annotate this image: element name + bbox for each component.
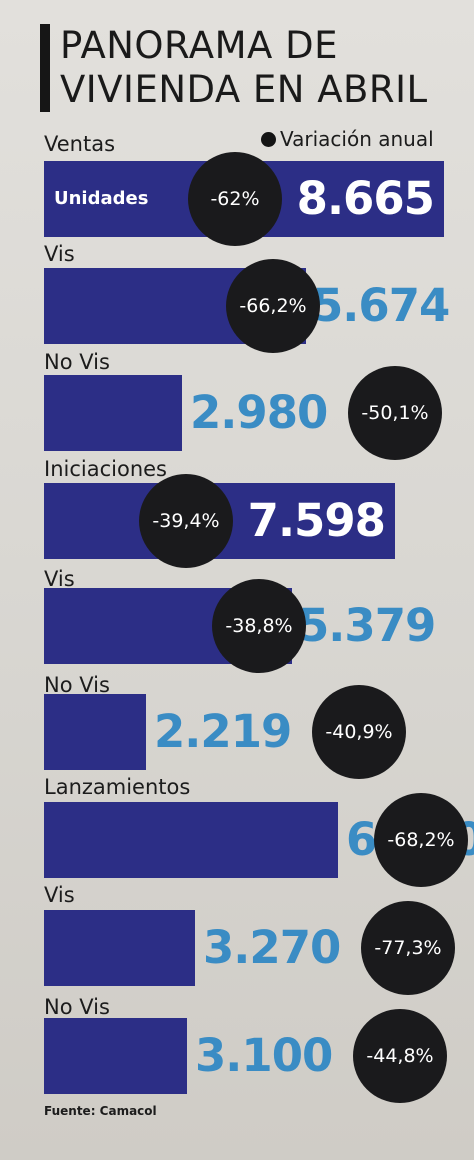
variation-badge: -40,9% xyxy=(312,685,406,779)
category-label: No Vis xyxy=(44,995,110,1019)
legend-label: Variación anual xyxy=(280,127,434,151)
bar xyxy=(44,910,195,986)
variation-badge: -39,4% xyxy=(139,474,233,568)
bar xyxy=(44,1018,187,1094)
value-label: 5.379 xyxy=(298,599,436,652)
value-label: 5.674 xyxy=(312,279,450,332)
bar xyxy=(44,802,338,878)
title-accent-bar xyxy=(40,24,50,112)
value-label: 8.665 xyxy=(296,172,435,225)
category-label: No Vis xyxy=(44,673,110,697)
category-label: Vis xyxy=(44,883,75,907)
source-note: Fuente: Camacol xyxy=(44,1104,157,1118)
variation-badge: -44,8% xyxy=(353,1009,447,1103)
chart-title-line-2: VIVIENDA EN ABRIL xyxy=(60,68,428,111)
category-label: Vis xyxy=(44,242,75,266)
variation-badge: -62% xyxy=(188,152,282,246)
variation-badge: -50,1% xyxy=(348,366,442,460)
chart-title-line-1: PANORAMA DE xyxy=(60,24,338,67)
category-label: Lanzamientos xyxy=(44,775,191,799)
category-label: Vis xyxy=(44,567,75,591)
bar xyxy=(44,694,146,770)
variation-badge: -66,2% xyxy=(226,259,320,353)
category-label: Ventas xyxy=(44,132,116,156)
value-label: 2.980 xyxy=(190,386,328,439)
category-label: No Vis xyxy=(44,350,110,374)
value-label: 3.270 xyxy=(203,921,341,974)
variation-badge: -38,8% xyxy=(212,579,306,673)
value-label: 2.219 xyxy=(154,705,292,758)
category-label: Iniciaciones xyxy=(44,457,167,481)
value-label: 3.100 xyxy=(195,1029,333,1082)
bar xyxy=(44,375,182,451)
variation-badge: -77,3% xyxy=(361,901,455,995)
legend-dot-icon xyxy=(261,132,276,147)
variation-badge: -68,2% xyxy=(374,793,468,887)
bar-inner-label: Unidades xyxy=(54,188,149,209)
value-label: 7.598 xyxy=(247,494,386,547)
